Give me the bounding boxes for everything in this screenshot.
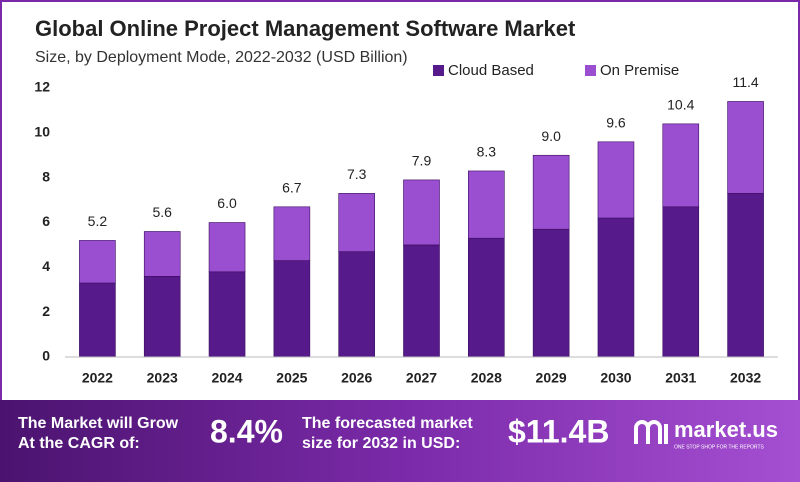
y-tick-label: 8 (42, 168, 50, 184)
x-tick-label: 2028 (471, 370, 502, 386)
y-tick-label: 12 (34, 79, 50, 95)
total-label: 9.0 (541, 128, 561, 144)
legend-label: On Premise (600, 62, 679, 79)
forecast-value: $11.4B (508, 413, 609, 449)
chart-subtitle: Size, by Deployment Mode, 2022-2032 (USD… (35, 49, 408, 66)
y-tick-label: 6 (42, 213, 50, 229)
bar-segment (338, 193, 375, 252)
bar-segment (597, 217, 635, 358)
total-label: 7.9 (412, 153, 432, 169)
y-tick-label: 10 (34, 124, 50, 140)
x-tick-label: 2022 (82, 370, 113, 386)
bar-segment (79, 240, 116, 284)
banner-text: The Market will Grow (18, 415, 179, 432)
banner-text: The forecasted market (302, 415, 473, 432)
legend-swatch (433, 65, 444, 76)
total-label: 9.6 (606, 115, 626, 131)
total-label: 5.2 (88, 213, 108, 229)
bar-segment (273, 206, 311, 261)
total-label: 8.3 (477, 144, 497, 160)
chart-title: Global Online Project Management Softwar… (35, 16, 576, 41)
y-tick-label: 2 (42, 303, 50, 319)
x-tick-label: 2024 (211, 370, 242, 386)
bar-segment (468, 237, 505, 358)
total-label: 6.7 (282, 180, 302, 196)
x-tick-label: 2029 (536, 370, 567, 386)
x-tick-label: 2031 (665, 370, 696, 386)
bar-segment (597, 141, 635, 219)
bar-segment (208, 271, 246, 358)
brand: market.us (674, 417, 778, 442)
bar-segment (532, 154, 570, 230)
bar-segment (468, 170, 505, 239)
total-label: 7.3 (347, 166, 367, 182)
total-label: 5.6 (152, 204, 172, 220)
bar-segment (662, 123, 700, 208)
brand-logo (634, 420, 668, 444)
x-tick-label: 2030 (600, 370, 631, 386)
brand-tagline: ONE STOP SHOP FOR THE REPORTS (674, 444, 765, 450)
x-tick-label: 2025 (276, 370, 307, 386)
x-tick-label: 2023 (147, 370, 178, 386)
bar-segment (143, 231, 181, 277)
bar-segment (727, 101, 764, 194)
total-label: 10.4 (667, 97, 694, 113)
bar-segment (403, 179, 440, 246)
bar-segment (662, 206, 700, 358)
cagr-value: 8.4% (210, 413, 283, 449)
bar-segment (208, 222, 246, 273)
x-tick-label: 2032 (730, 370, 761, 386)
bar-segment (403, 244, 440, 358)
total-label: 11.4 (732, 74, 758, 90)
bar-segment (79, 282, 116, 358)
total-label: 6.0 (217, 195, 237, 211)
legend-label: Cloud Based (448, 62, 534, 79)
bar-segment (273, 260, 311, 358)
bar-segment (532, 228, 570, 358)
banner-text: At the CAGR of: (18, 435, 140, 452)
banner-text: size for 2032 in USD: (302, 435, 460, 452)
y-tick-label: 4 (42, 258, 50, 274)
y-tick-label: 0 (42, 348, 50, 364)
x-tick-label: 2027 (406, 370, 437, 386)
bar-segment (143, 275, 181, 358)
x-tick-label: 2026 (341, 370, 372, 386)
bar-segment (338, 251, 375, 358)
bar-segment (727, 193, 764, 358)
legend-swatch (585, 65, 596, 76)
